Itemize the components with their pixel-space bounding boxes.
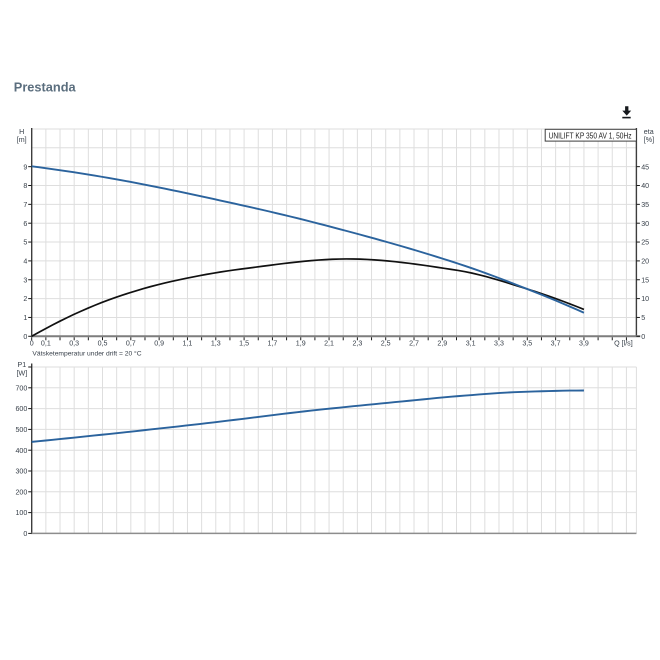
svg-text:1,7: 1,7 bbox=[267, 340, 277, 348]
svg-text:Q [l/s]: Q [l/s] bbox=[614, 340, 633, 348]
svg-text:10: 10 bbox=[641, 295, 649, 303]
svg-text:3,7: 3,7 bbox=[551, 340, 561, 348]
svg-text:[W]: [W] bbox=[17, 370, 28, 378]
svg-text:5: 5 bbox=[641, 314, 645, 322]
svg-text:9: 9 bbox=[23, 163, 27, 171]
svg-text:400: 400 bbox=[15, 447, 27, 455]
svg-text:0: 0 bbox=[23, 333, 27, 341]
svg-text:1,1: 1,1 bbox=[183, 340, 193, 348]
svg-text:15: 15 bbox=[641, 276, 649, 284]
svg-text:3,5: 3,5 bbox=[522, 340, 532, 348]
svg-text:2: 2 bbox=[23, 295, 27, 303]
svg-text:700: 700 bbox=[15, 384, 27, 392]
svg-text:4: 4 bbox=[23, 258, 27, 266]
svg-text:[%]: [%] bbox=[644, 136, 654, 144]
svg-text:8: 8 bbox=[23, 182, 27, 190]
svg-text:0,9: 0,9 bbox=[154, 340, 164, 348]
svg-text:0: 0 bbox=[23, 530, 27, 538]
svg-text:0,5: 0,5 bbox=[98, 340, 108, 348]
svg-text:35: 35 bbox=[641, 201, 649, 209]
svg-text:Prestanda: Prestanda bbox=[14, 80, 77, 95]
svg-text:P1: P1 bbox=[18, 361, 27, 369]
svg-text:2,3: 2,3 bbox=[352, 340, 362, 348]
svg-text:3,3: 3,3 bbox=[494, 340, 504, 348]
svg-text:6: 6 bbox=[23, 220, 27, 228]
svg-text:2,7: 2,7 bbox=[409, 340, 419, 348]
svg-text:2,1: 2,1 bbox=[324, 340, 334, 348]
svg-text:20: 20 bbox=[641, 258, 649, 266]
svg-text:0,7: 0,7 bbox=[126, 340, 136, 348]
svg-text:3,1: 3,1 bbox=[466, 340, 476, 348]
svg-text:3: 3 bbox=[23, 276, 27, 284]
svg-text:0,3: 0,3 bbox=[69, 340, 79, 348]
svg-text:25: 25 bbox=[641, 239, 649, 247]
svg-text:[m]: [m] bbox=[17, 136, 27, 144]
svg-text:1: 1 bbox=[23, 314, 27, 322]
svg-text:5: 5 bbox=[23, 239, 27, 247]
svg-text:1,5: 1,5 bbox=[239, 340, 249, 348]
svg-text:600: 600 bbox=[15, 405, 27, 413]
svg-text:UNILIFT KP 350 AV 1, 50Hz: UNILIFT KP 350 AV 1, 50Hz bbox=[549, 130, 632, 140]
svg-text:100: 100 bbox=[15, 509, 27, 517]
svg-text:40: 40 bbox=[641, 182, 649, 190]
svg-text:1,3: 1,3 bbox=[211, 340, 221, 348]
svg-text:2,9: 2,9 bbox=[437, 340, 447, 348]
svg-text:7: 7 bbox=[23, 201, 27, 209]
svg-text:3,9: 3,9 bbox=[579, 340, 589, 348]
svg-text:0,1: 0,1 bbox=[41, 340, 51, 348]
svg-text:0: 0 bbox=[641, 333, 645, 341]
svg-text:2,5: 2,5 bbox=[381, 340, 391, 348]
svg-text:Vätsketemperatur under drift =: Vätsketemperatur under drift = 20 °C bbox=[32, 349, 141, 357]
svg-text:500: 500 bbox=[15, 426, 27, 434]
svg-text:45: 45 bbox=[641, 163, 649, 171]
svg-text:200: 200 bbox=[15, 488, 27, 496]
svg-text:eta: eta bbox=[644, 128, 654, 136]
svg-text:1,9: 1,9 bbox=[296, 340, 306, 348]
svg-text:0: 0 bbox=[30, 340, 34, 348]
svg-text:300: 300 bbox=[15, 468, 27, 476]
svg-text:H: H bbox=[19, 128, 24, 136]
svg-text:30: 30 bbox=[641, 220, 649, 228]
